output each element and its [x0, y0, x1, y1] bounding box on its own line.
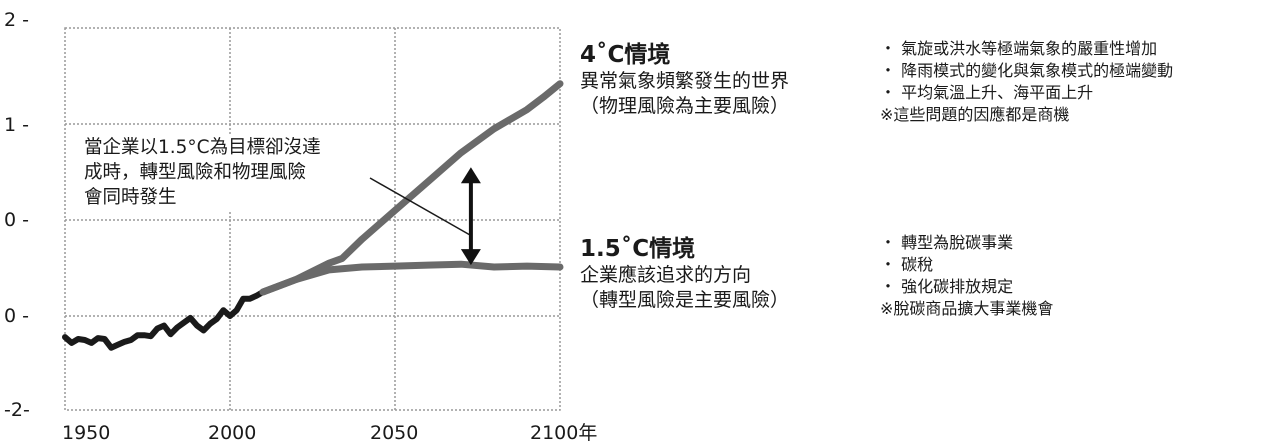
note-item: ・ 平均氣溫上升、海平面上升 — [880, 83, 1094, 102]
chart-grid — [64, 27, 561, 411]
scenario-15c-description: 企業應該追求的方向 — [580, 264, 752, 286]
note-item: ※脫碳商品擴大事業機會 — [880, 299, 1054, 318]
scenario-4c-title: 4˚C情境 — [580, 42, 671, 68]
x-tick-label: 2050 — [370, 422, 419, 444]
scenario-15c-notes: ・ 轉型為脫碳事業 ・ 碳稅 ・ 強化碳排放規定 ※脫碳商品擴大事業機會 — [880, 232, 1272, 320]
note-item: ・ 降雨模式的變化與氣象模式的極端變動 — [880, 61, 1174, 80]
annotation-line: 當企業以1.5°C為目標卻沒達 — [84, 137, 321, 158]
note-item: ・ 強化碳排放規定 — [880, 277, 1014, 296]
scenario-4c-risk: （物理風險為主要風險） — [580, 95, 790, 117]
scenario-15c-risk: （轉型風險是主要風險） — [580, 289, 790, 311]
y-tick-label: -2- — [4, 399, 30, 421]
x-tick-label: 1950 — [62, 422, 111, 444]
callout-leader — [369, 177, 471, 236]
arrow-head-down — [460, 249, 481, 266]
note-item: ・ 氣旋或洪水等極端氣象的嚴重性增加 — [880, 39, 1158, 58]
arrow-head-up — [460, 167, 481, 184]
chart-lines — [62, 80, 564, 351]
y-tick-label: 0 - — [4, 305, 29, 327]
x-tick-label: 2000 — [208, 422, 257, 444]
series-line-15C — [259, 260, 564, 296]
series-line-observed — [62, 289, 266, 351]
chart-annotation: 當企業以1.5°C為目標卻沒達 成時，轉型風險和物理風險 會同時發生 — [80, 135, 325, 210]
series-line-4C — [259, 80, 564, 296]
plot-frame — [64, 27, 561, 411]
scenario-4c-description: 異常氣象頻繁發生的世界 — [580, 70, 790, 92]
annotation-line: 會同時發生 — [84, 187, 177, 208]
scenario-15c-label: 1.5˚C情境 企業應該追求的方向 （轉型風險是主要風險） — [580, 235, 789, 313]
note-item: ・ 碳稅 — [880, 255, 934, 274]
callout-leader-line — [369, 177, 471, 236]
scenario-15c-title: 1.5˚C情境 — [580, 236, 696, 262]
y-tick-label: 1 - — [4, 114, 29, 136]
x-tick-label: 2100年 — [530, 422, 598, 444]
note-item: ・ 轉型為脫碳事業 — [880, 233, 1014, 252]
note-item: ※這些問題的因應都是商機 — [880, 105, 1070, 124]
temperature-chart — [62, 27, 564, 411]
scenario-4c-label: 4˚C情境 異常氣象頻繁發生的世界 （物理風險為主要風險） — [580, 41, 789, 119]
annotation-line: 成時，轉型風險和物理風險 — [84, 162, 307, 183]
y-tick-label: 2 - — [4, 9, 29, 31]
scenario-4c-notes: ・ 氣旋或洪水等極端氣象的嚴重性增加 ・ 降雨模式的變化與氣象模式的極端變動 ・… — [880, 38, 1272, 126]
risk-gap-arrow — [460, 167, 481, 266]
y-tick-label: 0 - — [4, 209, 29, 231]
